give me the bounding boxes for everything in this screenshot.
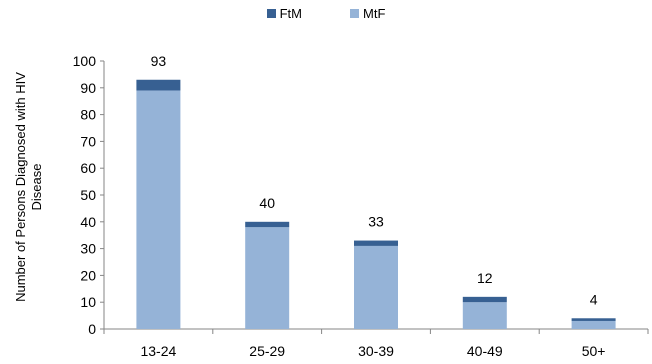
- y-tick-label: 30: [80, 241, 96, 257]
- y-tick-label: 40: [80, 214, 96, 230]
- data-label-total: 12: [477, 270, 493, 286]
- bar-ftm-30-39: [354, 240, 398, 246]
- y-tick-label: 50: [80, 187, 96, 203]
- bar-mtf-40-49: [462, 302, 507, 329]
- legend-label-ftm: FtM: [279, 6, 302, 21]
- y-tick-label: 10: [80, 294, 96, 310]
- bar-ftm-40-49: [462, 296, 507, 303]
- y-tick-label: 20: [80, 267, 96, 283]
- legend-swatch-mtf: [350, 9, 359, 18]
- y-tick-label: 90: [80, 80, 96, 96]
- x-tick-label: 40-49: [467, 343, 503, 359]
- x-tick-label: 30-39: [358, 343, 394, 359]
- y-tick-label: 60: [80, 160, 96, 176]
- legend-item-ftm: FtM: [266, 6, 302, 21]
- legend: FtM MtF: [0, 6, 652, 21]
- legend-label-mtf: MtF: [363, 6, 386, 21]
- x-tick-label: 25-29: [249, 343, 285, 359]
- data-label-total: 33: [368, 214, 384, 230]
- data-label-total: 4: [590, 291, 598, 307]
- y-tick-label: 100: [73, 53, 97, 69]
- legend-swatch-ftm: [266, 9, 276, 18]
- bar-mtf-50+: [571, 320, 616, 329]
- bar-ftm-13-24: [136, 79, 181, 91]
- bar-mtf-13-24: [136, 90, 181, 329]
- x-tick-label: 13-24: [140, 343, 176, 359]
- legend-item-mtf: MtF: [350, 6, 385, 21]
- bar-ftm-50+: [571, 318, 616, 321]
- bar-ftm-25-29: [245, 221, 290, 228]
- y-tick-label: 80: [80, 107, 96, 123]
- x-tick-label: 50+: [582, 343, 606, 359]
- y-tick-label: 0: [88, 321, 96, 337]
- bar-mtf-30-39: [354, 245, 398, 329]
- y-tick-label: 70: [80, 133, 96, 149]
- data-label-total: 93: [151, 53, 167, 69]
- data-label-total: 40: [259, 195, 275, 211]
- bar-mtf-25-29: [245, 227, 290, 329]
